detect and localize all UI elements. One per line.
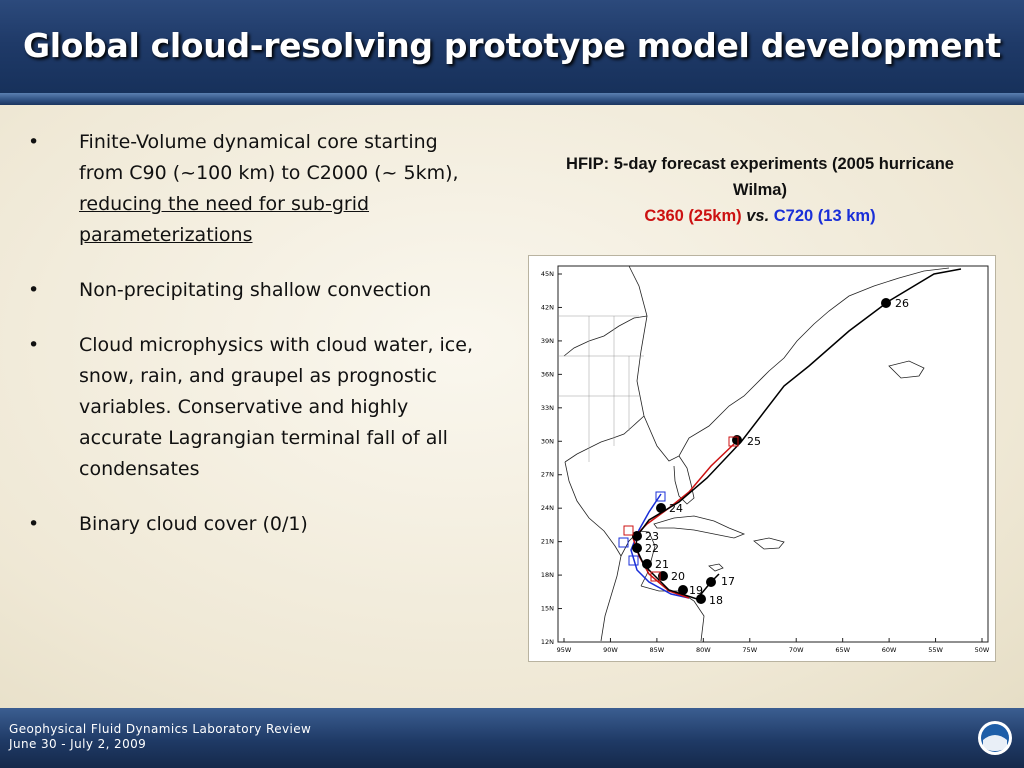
bullet-marker: •: [28, 279, 40, 301]
c360-marker: [650, 571, 661, 582]
c720-marker: [628, 555, 639, 566]
day-label: 17: [721, 575, 735, 588]
lat-tick-label: 12N: [541, 638, 554, 646]
map-frame: [557, 265, 989, 643]
lon-tick-label: 70W: [789, 646, 804, 654]
caption-line-1: HFIP: 5-day forecast experiments (2005 h…: [566, 155, 954, 199]
mexico-coast: [564, 461, 622, 642]
observed-point: [696, 594, 706, 604]
observed-point: [656, 503, 666, 513]
observed-point: [632, 543, 642, 553]
c720-marker: [618, 537, 629, 548]
nova-scotia: [888, 360, 925, 379]
c720-track: [630, 493, 690, 599]
footer-text: Geophysical Fluid Dynamics Laboratory Re…: [9, 722, 311, 752]
logo-wave: [983, 735, 1007, 751]
lon-tick-label: 60W: [882, 646, 897, 654]
lat-tick-group: 45N 42N 39N 36N 33N 30N 27N 24N 21N 18N 15N 12N: [541, 270, 562, 646]
noaa-logo-icon: [978, 721, 1012, 755]
bullet-underlined-text: reducing the need for sub-grid parameter…: [79, 193, 370, 246]
bullet-item: • Cloud microphysics with cloud water, i…: [28, 330, 478, 485]
bullet-item: • Non-precipitating shallow convection: [28, 275, 478, 306]
slide-footer: [0, 708, 1024, 768]
observed-point: [632, 531, 642, 541]
bullet-text: Non-precipitating shallow convection: [79, 279, 432, 301]
great-lakes-border: [563, 315, 648, 357]
day-label: 26: [895, 297, 909, 310]
c360-marker: [623, 525, 634, 536]
lon-tick-label: 50W: [975, 646, 990, 654]
lon-tick-group: 95W 90W 85W 80W 75W 70W 65W 60W 55W 50W: [557, 638, 990, 654]
slide-title: Global cloud-resolving prototype model d…: [22, 26, 1001, 65]
cuba-island: [653, 515, 746, 539]
lat-tick-label: 39N: [541, 337, 554, 345]
lat-tick-label: 18N: [541, 571, 554, 579]
lon-tick-label: 90W: [603, 646, 618, 654]
slide-header: [0, 0, 1024, 97]
day-labels: 26 25 24 23 22 21 20 19 18 17: [645, 297, 909, 607]
day-label: 20: [671, 570, 685, 583]
track-map-svg: 45N 42N 39N 36N 33N 30N 27N 24N 21N 18N 15N 12N 95W…: [541, 265, 990, 654]
lat-tick-label: 27N: [541, 471, 554, 479]
bullet-item: • Finite-Volume dynamical core starting …: [28, 127, 478, 251]
lon-tick-label: 65W: [835, 646, 850, 654]
jamaica-island: [708, 563, 724, 572]
bullet-marker: •: [28, 334, 40, 356]
footer-line-1: Geophysical Fluid Dynamics Laboratory Re…: [9, 722, 312, 736]
lat-tick-label: 24N: [541, 504, 554, 512]
lon-tick-label: 75W: [742, 646, 757, 654]
caption-c360: C360 (25km): [644, 207, 742, 225]
c360-marker: [728, 436, 739, 447]
observed-point: [678, 585, 688, 595]
figure-caption: HFIP: 5-day forecast experiments (2005 h…: [545, 151, 975, 229]
caption-c720: C720 (13 km): [773, 207, 876, 225]
day-label: 22: [645, 542, 659, 555]
caption-vs: vs.: [746, 207, 770, 225]
bullet-text: Cloud microphysics with cloud water, ice…: [79, 334, 473, 480]
lat-tick-label: 36N: [541, 370, 554, 378]
day-label: 25: [747, 435, 761, 448]
lon-tick-label: 80W: [696, 646, 711, 654]
bullet-text: Finite-Volume dynamical core starting fr…: [79, 131, 459, 184]
lat-tick-label: 42N: [541, 303, 554, 311]
us-east-coast: [628, 265, 950, 462]
lon-tick-label: 95W: [557, 646, 572, 654]
day-label: 23: [645, 530, 659, 543]
lat-tick-label: 15N: [541, 605, 554, 613]
hispaniola-island: [753, 537, 785, 550]
lon-tick-label: 55W: [928, 646, 943, 654]
state-border-lines: [559, 315, 644, 462]
florida-peninsula: [673, 455, 695, 505]
state-borders: [559, 315, 644, 462]
day-label: 24: [669, 502, 683, 515]
bullet-marker: •: [28, 131, 40, 153]
header-divider: [0, 93, 1024, 105]
observed-point: [706, 577, 716, 587]
caption-line-2: C360 (25km) vs. C720 (13 km): [545, 203, 975, 229]
day-label: 21: [655, 558, 669, 571]
observed-point: [881, 298, 891, 308]
us-gulf-coast: [564, 415, 645, 463]
track-markers: [618, 298, 891, 604]
lat-tick-label: 45N: [541, 270, 554, 278]
bullet-marker: •: [28, 513, 40, 535]
bullet-item: • Binary cloud cover (0/1): [28, 509, 478, 540]
lon-tick-label: 85W: [650, 646, 665, 654]
lat-tick-label: 21N: [541, 538, 554, 546]
observed-point: [642, 559, 652, 569]
bullet-text: Binary cloud cover (0/1): [79, 513, 308, 535]
lat-tick-label: 33N: [541, 404, 554, 412]
day-label: 19: [689, 584, 703, 597]
c720-marker: [655, 491, 666, 502]
day-label: 18: [709, 594, 723, 607]
lat-tick-label: 30N: [541, 437, 554, 445]
footer-line-2: June 30 - July 2, 2009: [9, 737, 147, 751]
hurricane-track-map: 45N 42N 39N 36N 33N 30N 27N 24N 21N 18N 15N 12N 95W…: [528, 255, 996, 662]
bullet-list: • Finite-Volume dynamical core starting …: [28, 127, 478, 564]
